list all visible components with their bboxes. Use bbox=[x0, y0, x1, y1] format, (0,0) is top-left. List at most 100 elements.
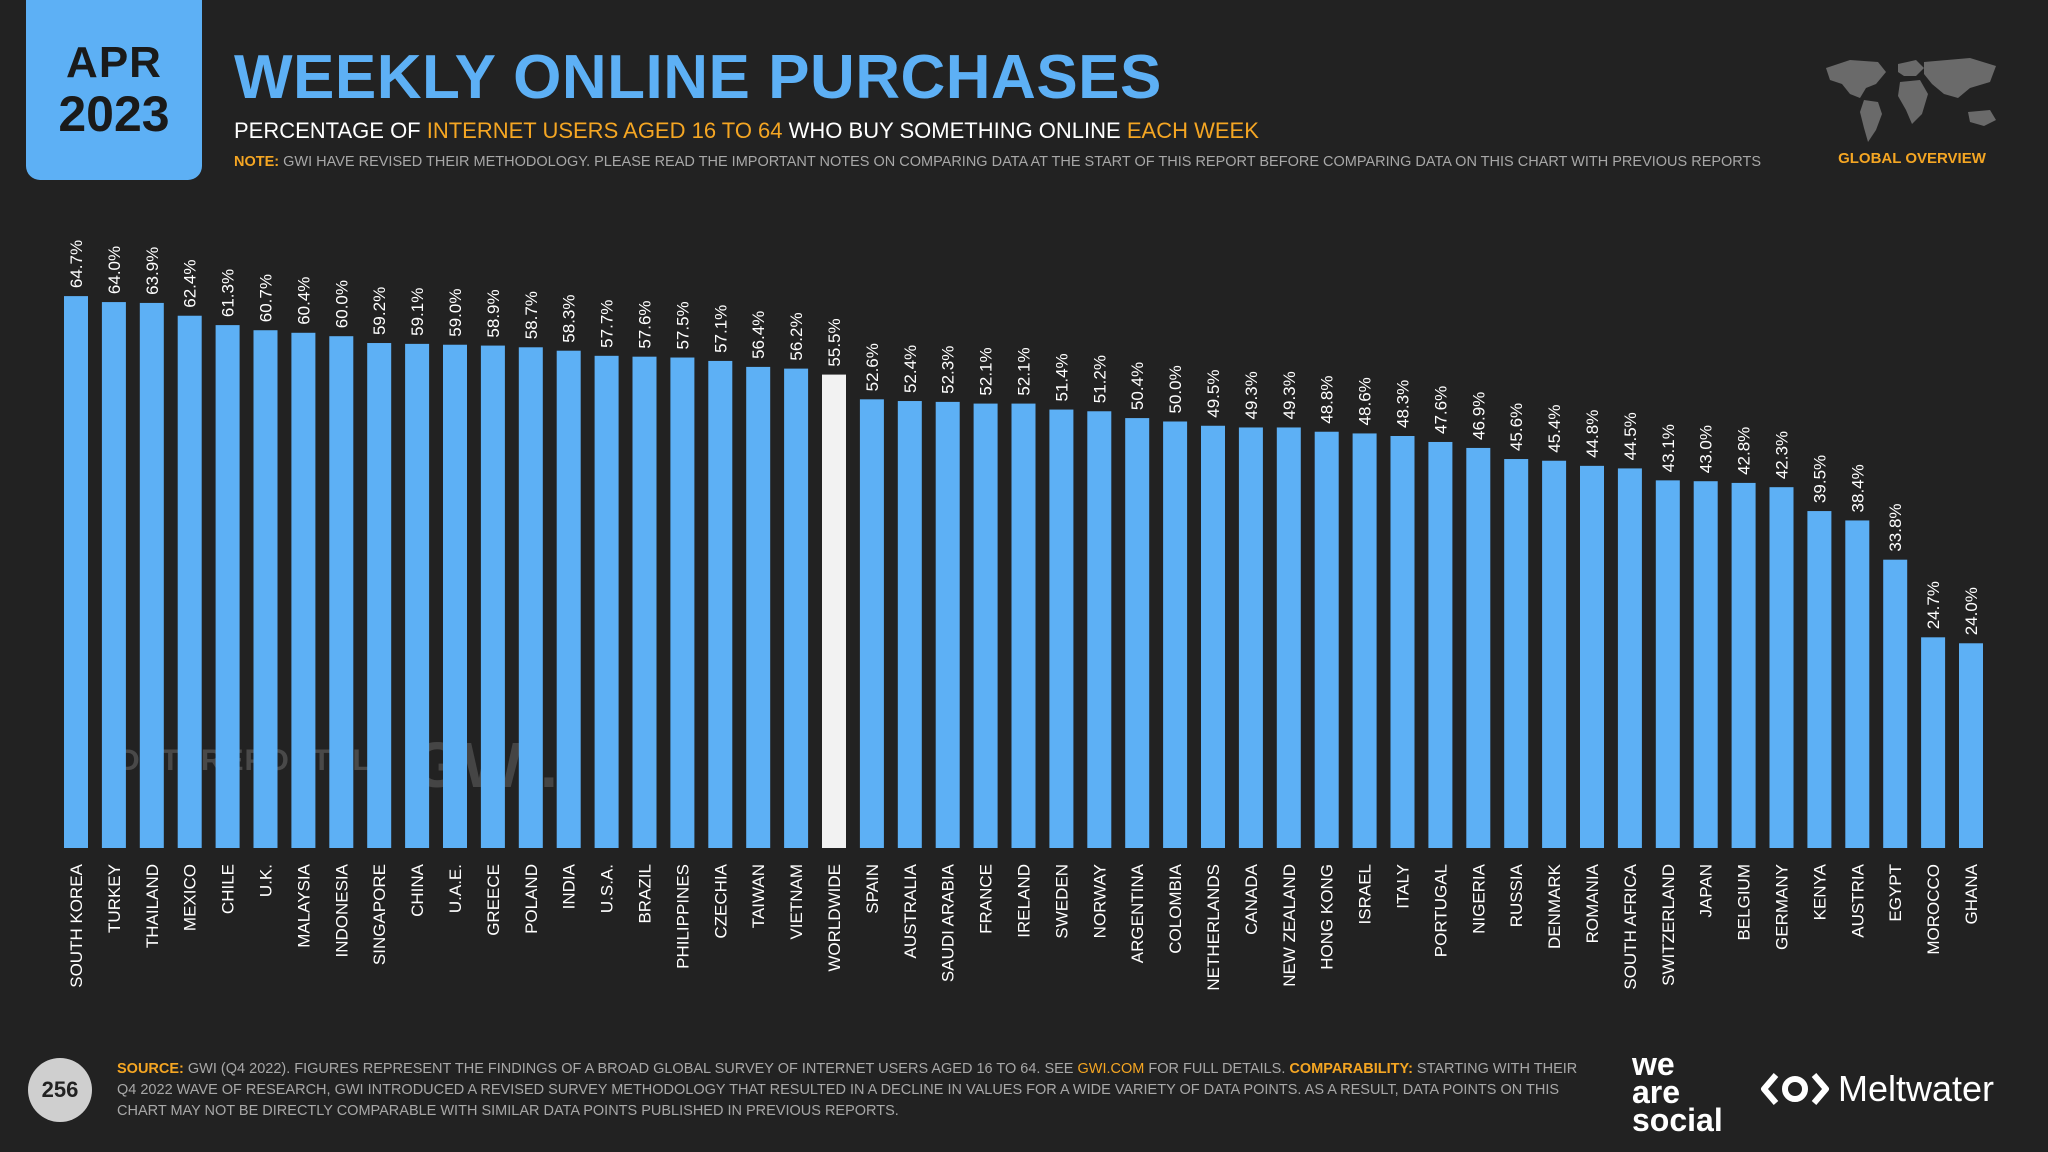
category-label: SPAIN bbox=[863, 864, 882, 914]
category-label: EGYPT bbox=[1886, 864, 1905, 922]
bar-sweden bbox=[1049, 409, 1074, 848]
category-label: U.S.A. bbox=[598, 864, 617, 913]
bar-colombia bbox=[1163, 421, 1188, 848]
value-label: 57.6% bbox=[636, 300, 655, 348]
value-label: 58.9% bbox=[484, 289, 503, 337]
global-overview-label: GLOBAL OVERVIEW bbox=[1838, 150, 1986, 167]
value-label: 39.5% bbox=[1810, 455, 1829, 503]
value-label: 44.8% bbox=[1583, 410, 1602, 458]
category-label: GERMANY bbox=[1773, 864, 1792, 950]
value-label: 49.3% bbox=[1280, 371, 1299, 419]
page-number: 256 bbox=[28, 1058, 92, 1122]
date-badge: APR 2023 bbox=[26, 0, 202, 180]
source-note: SOURCE: GWI (Q4 2022). FIGURES REPRESENT… bbox=[117, 1059, 1587, 1122]
category-label: DENMARK bbox=[1545, 863, 1564, 949]
bar-india bbox=[556, 350, 581, 848]
category-label: ROMANIA bbox=[1583, 863, 1602, 943]
bar-saudi-arabia bbox=[935, 401, 960, 848]
category-label: RUSSIA bbox=[1507, 863, 1526, 927]
value-label: 44.5% bbox=[1621, 412, 1640, 460]
category-label: U.A.E. bbox=[446, 864, 465, 913]
value-label: 51.2% bbox=[1090, 355, 1109, 403]
bar-canada bbox=[1238, 427, 1263, 848]
category-label: SWEDEN bbox=[1052, 864, 1071, 939]
brand-line-2: are bbox=[1632, 1074, 1681, 1110]
bar-ireland bbox=[1011, 403, 1036, 848]
category-label: HONG KONG bbox=[1318, 864, 1337, 970]
comparability-label: COMPARABILITY: bbox=[1289, 1061, 1413, 1077]
date-month: APR bbox=[66, 38, 162, 87]
value-label: 47.6% bbox=[1431, 386, 1450, 434]
source-text-2: FOR FULL DETAILS. bbox=[1144, 1061, 1290, 1077]
value-label: 59.0% bbox=[446, 289, 465, 337]
bar-china bbox=[405, 343, 430, 848]
category-label: SOUTH KOREA bbox=[67, 863, 86, 987]
bar-france bbox=[973, 403, 998, 848]
bar-denmark bbox=[1542, 460, 1567, 848]
value-label: 57.5% bbox=[673, 301, 692, 349]
category-label: COLOMBIA bbox=[1166, 863, 1185, 953]
bar-south-africa bbox=[1617, 468, 1642, 848]
value-label: 45.4% bbox=[1545, 405, 1564, 453]
comparability-text: STARTING WITH THEIR Q4 2022 WAVE OF RESE… bbox=[117, 1061, 1578, 1119]
page-title: WEEKLY ONLINE PURCHASES bbox=[234, 43, 1162, 112]
category-label: BRAZIL bbox=[636, 864, 655, 924]
category-label: POLAND bbox=[522, 864, 541, 934]
bar-vietnam bbox=[784, 368, 809, 848]
category-label: GREECE bbox=[484, 864, 503, 936]
value-label: 59.2% bbox=[370, 287, 389, 335]
bar-hong-kong bbox=[1314, 431, 1339, 848]
bar-netherlands bbox=[1201, 425, 1225, 848]
value-label: 52.6% bbox=[863, 343, 882, 391]
bar-thailand bbox=[139, 302, 164, 849]
we-are-social-logo: we are social bbox=[1632, 1048, 1752, 1136]
category-label: JAPAN bbox=[1697, 864, 1716, 918]
category-label: BELGIUM bbox=[1735, 864, 1754, 941]
value-label: 59.1% bbox=[408, 288, 427, 336]
bar-egypt bbox=[1883, 559, 1908, 848]
category-label: INDONESIA bbox=[332, 863, 351, 957]
bar-portugal bbox=[1428, 441, 1453, 848]
category-label: CHILE bbox=[219, 864, 238, 914]
category-label: NIGERIA bbox=[1469, 863, 1488, 934]
category-label: GHANA bbox=[1962, 863, 1981, 924]
value-label: 63.9% bbox=[143, 247, 162, 295]
note-text: GWI HAVE REVISED THEIR METHODOLOGY. PLEA… bbox=[279, 154, 1762, 170]
value-label: 64.0% bbox=[105, 246, 124, 294]
bar-turkey bbox=[101, 302, 126, 849]
bar-switzerland bbox=[1655, 480, 1680, 848]
value-label: 33.8% bbox=[1886, 503, 1905, 551]
subtitle-mid: WHO BUY SOMETHING ONLINE bbox=[782, 118, 1127, 143]
bar-australia bbox=[897, 401, 922, 848]
bar-u-a-e bbox=[443, 344, 467, 848]
value-label: 45.6% bbox=[1507, 403, 1526, 451]
bar-belgium bbox=[1731, 482, 1756, 848]
date-year: 2023 bbox=[58, 86, 170, 142]
value-label: 57.1% bbox=[711, 305, 730, 353]
category-label: THAILAND bbox=[143, 864, 162, 948]
source-label: SOURCE: bbox=[117, 1061, 184, 1077]
source-link[interactable]: GWI.COM bbox=[1077, 1061, 1145, 1077]
value-label: 52.1% bbox=[977, 347, 996, 395]
bar-kenya bbox=[1807, 511, 1832, 848]
category-label: CZECHIA bbox=[711, 863, 730, 938]
bar-nigeria bbox=[1466, 447, 1491, 848]
value-label: 58.3% bbox=[560, 294, 579, 342]
value-label: 46.9% bbox=[1469, 392, 1488, 440]
value-label: 52.3% bbox=[939, 346, 958, 394]
bar-new-zealand bbox=[1276, 427, 1301, 848]
category-label: PORTUGAL bbox=[1431, 864, 1450, 957]
value-label: 42.3% bbox=[1773, 431, 1792, 479]
value-label: 24.0% bbox=[1962, 587, 1981, 635]
category-label: TAIWAN bbox=[749, 864, 768, 928]
bar-singapore bbox=[367, 343, 392, 848]
bar-morocco bbox=[1921, 637, 1946, 848]
category-label: PHILIPPINES bbox=[673, 864, 692, 969]
bar-brazil bbox=[632, 356, 657, 848]
bar-south-korea bbox=[64, 296, 88, 848]
bar-taiwan bbox=[746, 366, 771, 848]
category-label: INDIA bbox=[560, 863, 579, 909]
bar-indonesia bbox=[329, 336, 354, 848]
category-label: MEXICO bbox=[181, 864, 200, 931]
category-label: NEW ZEALAND bbox=[1280, 864, 1299, 987]
